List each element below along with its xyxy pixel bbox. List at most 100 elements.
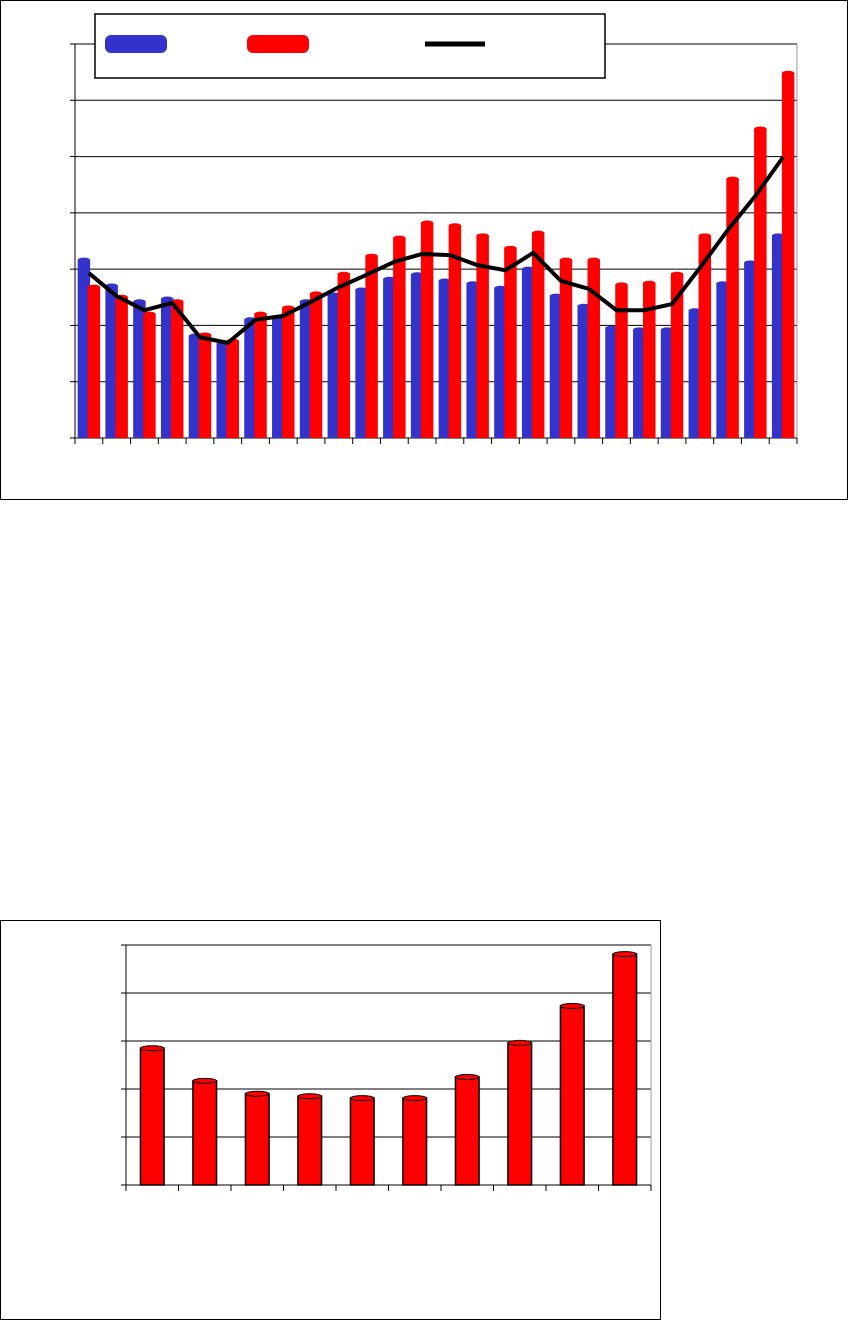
bar-cap: [476, 233, 489, 239]
bar-cap: [454, 1074, 480, 1080]
bar-cap: [559, 257, 573, 263]
bar: [504, 248, 517, 438]
bar-cap: [744, 260, 757, 266]
bar-cap: [531, 230, 545, 236]
bar: [726, 179, 739, 439]
bar: [244, 319, 257, 438]
bar: [402, 1097, 428, 1186]
bar: [254, 314, 267, 438]
bar: [476, 235, 489, 438]
bar: [327, 295, 341, 438]
bar: [781, 73, 795, 439]
bar: [577, 306, 590, 438]
bar: [744, 262, 757, 438]
bar-cap: [420, 220, 434, 226]
bar-cap: [521, 266, 535, 272]
bar: [466, 283, 479, 438]
bar: [716, 283, 729, 438]
bar-cap: [309, 291, 323, 297]
bar: [139, 1047, 165, 1186]
bar: [198, 334, 212, 438]
bar: [612, 953, 638, 1186]
bar: [188, 336, 202, 438]
line: [87, 155, 785, 345]
bar-cap: [698, 233, 712, 239]
bar: [383, 279, 396, 438]
bar: [559, 260, 573, 438]
bar-cap: [504, 245, 517, 251]
bar-cap: [448, 223, 462, 229]
bar: [494, 288, 507, 438]
bar-cap: [670, 271, 684, 277]
bar: [87, 287, 101, 438]
bar: [77, 260, 91, 438]
bar: [660, 329, 674, 438]
bar-cap: [612, 951, 638, 958]
bar-cap: [410, 272, 424, 278]
bar-cap: [402, 1095, 428, 1102]
bar-cap: [254, 311, 267, 317]
bar: [549, 296, 563, 438]
bar-cap: [139, 1045, 165, 1052]
bar-cap: [87, 284, 101, 290]
bar: [309, 293, 323, 438]
bar: [282, 307, 295, 438]
bar: [349, 1097, 375, 1186]
bar: [105, 286, 118, 438]
bar-cap: [633, 327, 646, 333]
legend-box: [94, 13, 606, 79]
bar-cap: [643, 280, 656, 286]
bar: [299, 301, 313, 438]
bar-cap: [660, 327, 674, 333]
bar: [216, 344, 229, 438]
bar: [698, 235, 712, 438]
bar-cap: [726, 176, 739, 182]
bar: [420, 222, 434, 438]
bar-cap: [577, 303, 590, 309]
bar: [507, 1042, 533, 1186]
bar-cap: [466, 281, 479, 287]
bar: [226, 341, 239, 438]
bar-cap: [716, 281, 729, 287]
bar-cap: [337, 271, 351, 277]
bar: [133, 301, 146, 438]
bar-cap: [688, 308, 702, 314]
bar: [454, 1076, 480, 1186]
bar: [297, 1095, 323, 1186]
bar: [633, 329, 646, 438]
bar-cap: [77, 257, 91, 263]
bar: [531, 233, 545, 438]
bar: [521, 269, 535, 438]
bar: [688, 310, 702, 438]
chart-frame: [0, 920, 661, 1320]
bar-cap: [383, 276, 396, 282]
bar-cap: [355, 287, 368, 293]
bar-cap: [327, 292, 341, 298]
bar-cap: [244, 1090, 270, 1097]
bar: [438, 280, 452, 438]
bar: [393, 238, 406, 438]
bar: [337, 274, 351, 438]
bar-cap: [781, 70, 795, 76]
bar-cap: [587, 257, 600, 263]
bar-cap: [549, 293, 563, 299]
bar: [559, 1005, 585, 1186]
bar: [272, 318, 285, 438]
bar: [192, 1080, 218, 1186]
bar: [115, 297, 128, 438]
bar-cap: [754, 126, 767, 132]
bar-cap: [507, 1039, 533, 1046]
bar: [605, 328, 618, 438]
bar: [143, 314, 156, 438]
bar-cap: [160, 296, 174, 302]
bar: [410, 274, 424, 438]
bar: [365, 256, 378, 438]
bar-cap: [615, 282, 628, 288]
bar-cap: [133, 299, 146, 305]
bar: [771, 235, 785, 438]
bar: [355, 289, 368, 438]
bar-cap: [605, 325, 618, 331]
bar: [244, 1093, 270, 1186]
